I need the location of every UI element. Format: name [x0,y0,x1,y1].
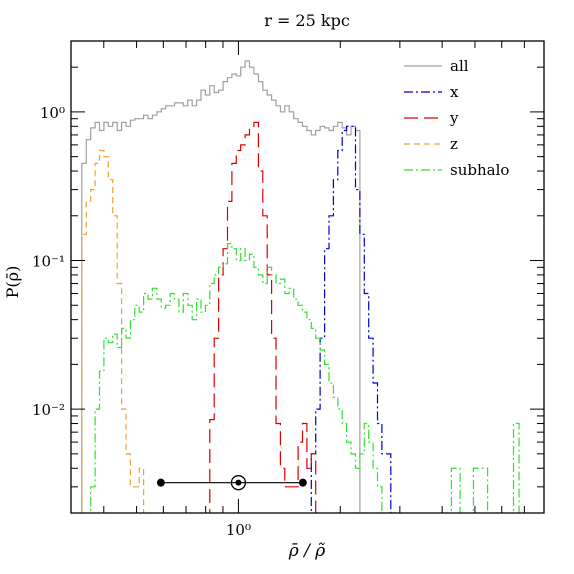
x-tick-label: 10⁰ [226,521,251,539]
x-axis-label: ρ̄ / ρ̃ [288,541,326,561]
series-subhalo-tail-bin-2 [512,422,520,513]
legend-label-x: x [450,83,459,101]
series-all [81,60,361,513]
error-bar-low-marker [156,478,165,487]
series-y [209,121,317,513]
error-bar-high-marker [298,478,307,487]
error-bar [156,475,307,491]
y-axis-label: P(ρ̄) [3,266,22,299]
legend-label-y: y [449,109,459,127]
series-subhalo [90,243,396,513]
legend-label-z: z [450,135,458,153]
series-layer [81,60,520,513]
chart-title: r = 25 kpc [264,11,350,30]
axes: 10⁰ 10⁻¹ 10⁻² 10⁰ [32,40,545,539]
legend-label-subhalo: subhalo [450,161,509,179]
legend: all xyz subhalo [404,57,509,179]
series-subhalo-tail-bin-1 [472,467,489,513]
y-tick-label: 10⁻² [32,401,65,419]
plot-frame [70,40,545,514]
error-bar-center-ring [230,475,247,491]
error-bar-center-dot [235,479,242,486]
series-x [310,125,396,513]
y-tick-label: 10⁰ [40,104,65,122]
series-z [81,149,145,513]
legend-label-all: all [450,57,469,75]
series-subhalo-tail-bin-0 [450,467,461,513]
y-tick-label: 10⁻¹ [32,253,65,271]
